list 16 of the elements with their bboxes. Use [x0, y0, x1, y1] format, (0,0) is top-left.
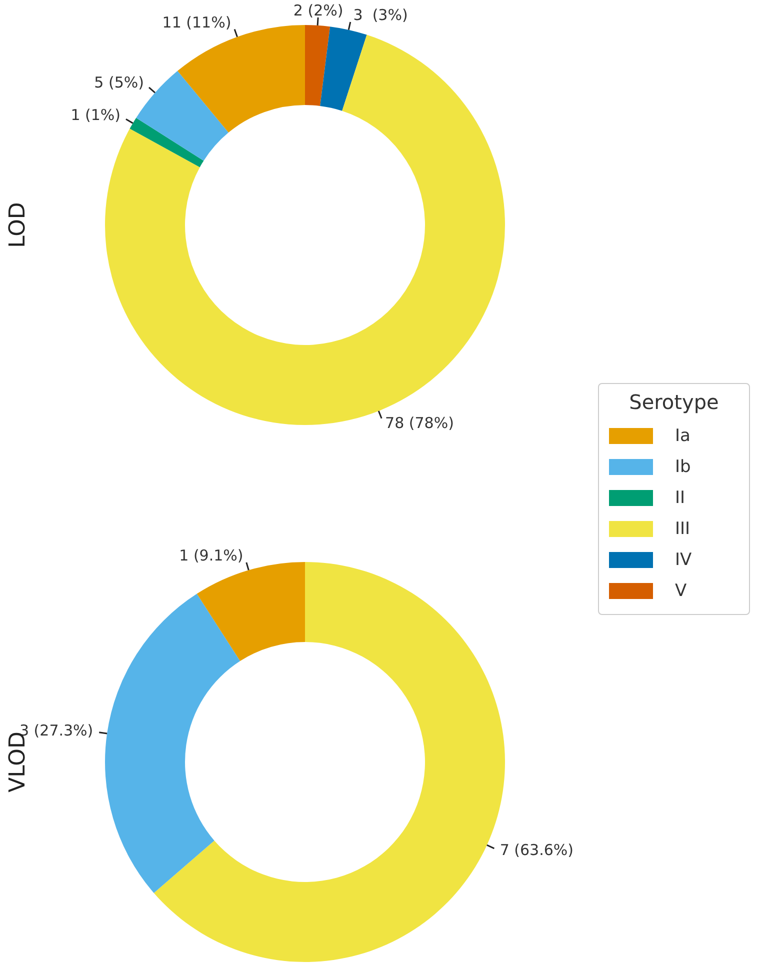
- legend-label: V: [675, 580, 687, 600]
- data-label: 7 (63.6%): [500, 840, 574, 859]
- data-label: 1 (1%): [70, 106, 121, 124]
- legend-label: Ia: [675, 426, 690, 446]
- data-label: 5 (5%): [94, 73, 144, 92]
- legend-label: III: [675, 518, 690, 538]
- data-label: 2 (2%): [293, 1, 344, 20]
- legend-title: Serotype: [628, 390, 720, 414]
- data-label: 78 (78%): [385, 414, 454, 432]
- data-label: 11 (11%): [162, 14, 232, 32]
- legend-label: IV: [675, 550, 692, 570]
- data-label: 3 (3%): [353, 6, 408, 24]
- legend-label: Ib: [675, 456, 691, 476]
- text: LOD: [6, 202, 30, 248]
- data-label: 1 (9.1%): [179, 546, 244, 565]
- legend-label: II: [675, 488, 686, 508]
